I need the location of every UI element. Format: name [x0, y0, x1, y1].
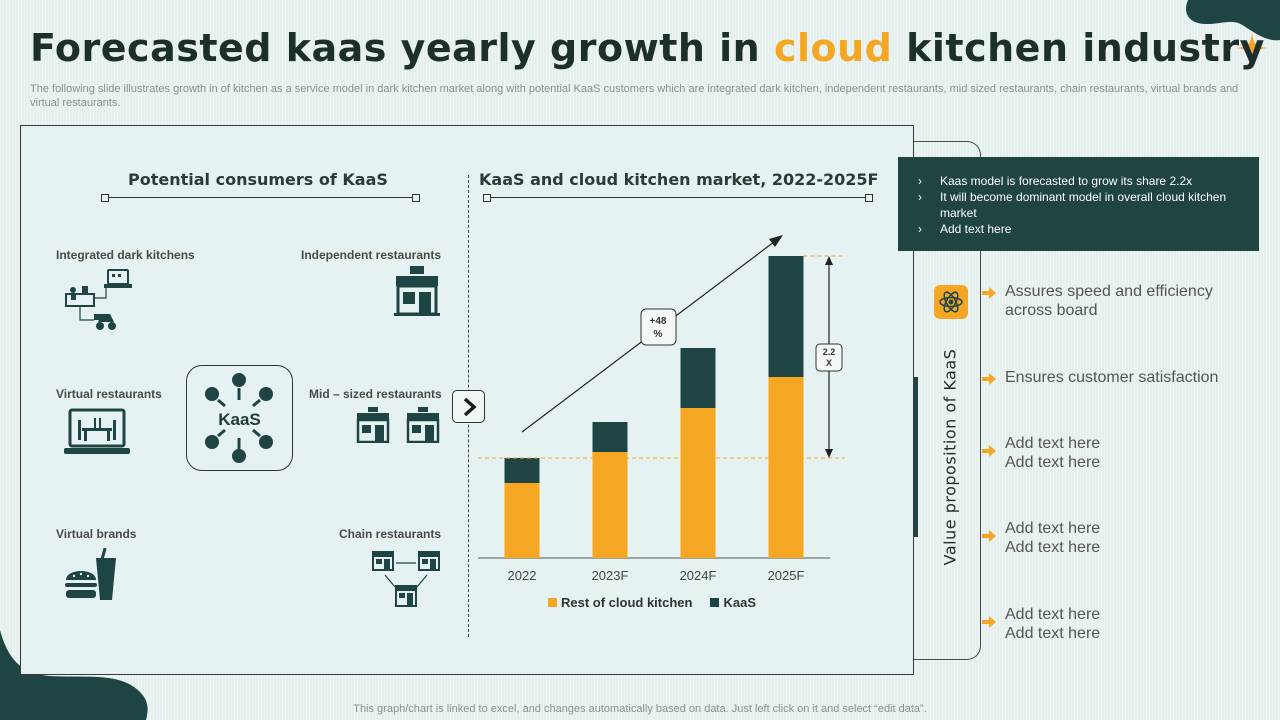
value-prop-line: Add text here — [1005, 454, 1101, 471]
bar-rest-2023f — [592, 452, 628, 558]
insights-box: › Kaas model is forecasted to grow its sh… — [898, 157, 1259, 251]
consumer-label-virtual-restaurants: Virtual restaurants — [56, 387, 162, 401]
bar-kaas-2025f — [768, 256, 804, 377]
insight-text: Kaas model is forecasted to grow its sha… — [940, 174, 1193, 188]
market-chart: 2022 2023F 2024F 2025F +48% 2.2X — [478, 235, 845, 583]
corner-blob-bottom-left — [0, 630, 148, 720]
footer-note: This graph/chart is linked to excel, and… — [353, 703, 927, 715]
consumers-title: Potential consumers of KaaS — [128, 170, 388, 189]
next-arrow-button[interactable] — [452, 390, 485, 423]
value-prop-line: Ensures customer satisfaction — [1005, 369, 1219, 386]
value-prop-text: Add text here Add text here — [1005, 605, 1100, 643]
value-prop-line: Assures speed and efficiency — [1005, 283, 1213, 300]
legend-swatch-rest — [548, 598, 557, 607]
legend-label-rest: Rest of cloud kitchen — [561, 595, 693, 610]
legend-label-kaas: KaaS — [723, 595, 756, 610]
insight-item: › Add text here — [918, 221, 1245, 237]
value-prop-line: Add text here — [1005, 539, 1101, 556]
consumer-label-independent-restaurants: Independent restaurants — [301, 248, 442, 262]
title-text-end: kitchen industry — [906, 26, 1265, 70]
chart-title-rule — [483, 194, 873, 202]
corner-blob-top-right — [1186, 0, 1280, 41]
growth-callout-value: +48 — [650, 316, 667, 327]
growth-trend-arrowhead — [769, 235, 783, 247]
x-tick-label: 2022 — [508, 568, 537, 583]
chart-legend: Rest of cloud kitchen KaaS — [548, 595, 756, 610]
legend-item-rest: Rest of cloud kitchen — [548, 595, 692, 610]
value-prop-line: Add text here — [1005, 435, 1101, 452]
sparkle-icon — [1236, 32, 1268, 64]
kaas-hub: KaaS — [186, 365, 293, 471]
arrow-right-icon — [982, 434, 1005, 472]
multiplier-callout-value: 2.2 — [823, 347, 836, 357]
bullet-chevron-icon: › — [918, 222, 922, 236]
value-prop-line: across board — [1005, 302, 1098, 319]
value-prop-item: Add text here Add text here — [982, 434, 1272, 472]
multiplier-callout-unit: X — [826, 358, 832, 368]
multiplier-arrowhead-top — [825, 256, 833, 265]
multiplier-arrowhead-bottom — [825, 449, 833, 458]
value-prop-text: Ensures customer satisfaction — [1005, 368, 1218, 390]
value-prop-text: Add text here Add text here — [1005, 434, 1100, 472]
arrow-right-icon — [982, 368, 1005, 390]
arrow-right-icon — [982, 519, 1005, 557]
hub-spokes-icon — [205, 373, 273, 463]
multiplier-callout-box — [815, 343, 843, 372]
value-prop-line: Add text here — [1005, 520, 1101, 537]
bar-rest-2025f — [768, 377, 804, 558]
kaas-hub-label: KaaS — [218, 410, 261, 429]
legend-item-kaas: KaaS — [710, 595, 756, 610]
value-prop-title-text: Value proposition of KaaS — [940, 348, 960, 566]
insight-text: Add text here — [940, 222, 1012, 236]
storefront-icon — [394, 266, 440, 316]
growth-callout-box — [640, 308, 677, 346]
title-text-accent: cloud — [773, 26, 893, 70]
value-prop-line: Add text here — [1005, 606, 1101, 623]
dark-kitchen-icon — [65, 269, 132, 330]
value-prop-text: Add text here Add text here — [1005, 519, 1100, 557]
value-prop-bracket — [900, 141, 981, 660]
legend-swatch-kaas — [710, 598, 720, 607]
x-tick-label: 2024F — [680, 568, 717, 583]
value-prop-text: Assures speed and efficiency across board — [1005, 282, 1213, 320]
insight-item: › Kaas model is forecasted to grow its sh… — [918, 173, 1245, 189]
chevron-right-icon — [463, 397, 477, 417]
bullet-chevron-icon: › — [918, 174, 922, 188]
title-text-start: Forecasted kaas yearly growth in — [30, 26, 761, 70]
growth-callout-unit: % — [654, 329, 663, 340]
atom-glyph — [939, 291, 963, 313]
value-prop-item: Ensures customer satisfaction — [982, 368, 1272, 390]
bar-rest-2022 — [504, 483, 540, 558]
store-chain-icon — [372, 551, 440, 607]
x-tick-label: 2023F — [592, 568, 629, 583]
page-title: Forecasted kaas yearly growth in cloud k… — [30, 26, 1264, 70]
insight-item: › It will become dominant model in overal… — [918, 189, 1245, 221]
consumer-label-integrated-dark-kitchens: Integrated dark kitchens — [56, 248, 195, 262]
x-tick-label: 2025F — [768, 568, 805, 583]
arrow-right-icon — [982, 605, 1005, 643]
bar-kaas-2024f — [680, 348, 716, 408]
value-prop-line: Add text here — [1005, 625, 1101, 642]
bar-kaas-2023f — [592, 422, 628, 452]
burger-drink-icon — [65, 548, 116, 600]
arrow-right-icon — [982, 282, 1005, 320]
value-prop-item: Add text here Add text here — [982, 519, 1272, 557]
consumer-label-mid-sized-restaurants: Mid – sized restaurants — [309, 387, 442, 401]
consumer-label-virtual-brands: Virtual brands — [56, 527, 137, 541]
chart-title: KaaS and cloud kitchen market, 2022-2025… — [479, 170, 879, 189]
value-prop-item: Add text here Add text here — [982, 605, 1272, 643]
consumers-title-rule — [101, 194, 420, 202]
laptop-dining-icon — [64, 408, 130, 454]
page-subtitle: The following slide illustrates growth i… — [30, 83, 1239, 109]
bullet-chevron-icon: › — [918, 190, 922, 204]
value-prop-item: Assures speed and efficiency across board — [982, 282, 1272, 320]
consumer-label-chain-restaurants: Chain restaurants — [339, 527, 442, 541]
two-stores-icon — [356, 407, 440, 443]
atom-icon — [934, 285, 968, 319]
bar-rest-2024f — [680, 408, 716, 558]
insight-text: It will become dominant model in overall… — [940, 190, 1227, 220]
bar-kaas-2022 — [504, 458, 540, 483]
